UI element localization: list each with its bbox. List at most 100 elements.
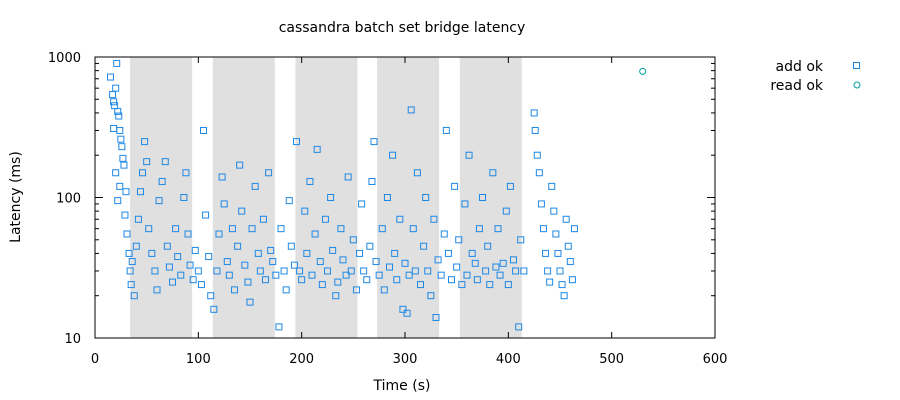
data-point-add-ok — [244, 278, 252, 286]
data-point-add-ok — [378, 225, 386, 233]
data-point-add-ok — [422, 194, 430, 201]
data-point-add-ok — [174, 253, 182, 261]
data-point-add-ok — [308, 271, 316, 279]
data-point-add-ok — [537, 200, 545, 208]
data-point-add-ok — [269, 258, 277, 266]
data-point-add-ok — [218, 173, 226, 181]
data-point-add-ok — [231, 286, 238, 294]
data-point-add-ok — [148, 249, 156, 257]
data-point-add-ok — [337, 225, 345, 233]
x-tick-label: 100 — [186, 352, 211, 367]
data-point-read-ok — [639, 67, 647, 75]
data-point-add-ok — [126, 267, 134, 275]
data-point-add-ok — [489, 169, 497, 177]
data-point-add-ok — [134, 215, 142, 223]
data-point-add-ok — [403, 309, 411, 317]
data-point-add-ok — [494, 225, 502, 233]
data-point-add-ok — [172, 225, 180, 233]
data-point-add-ok — [161, 158, 169, 166]
x-tick-label: 500 — [599, 352, 624, 367]
data-point-add-ok — [113, 59, 121, 67]
data-point-add-ok — [533, 151, 541, 159]
data-point-add-ok — [117, 135, 125, 143]
data-point-add-ok — [413, 169, 421, 177]
data-point-add-ok — [296, 267, 304, 275]
data-point-add-ok — [554, 249, 562, 257]
data-point-add-ok — [430, 215, 438, 223]
data-point-add-ok — [461, 200, 469, 208]
data-point-add-ok — [248, 225, 256, 233]
data-point-add-ok — [386, 263, 393, 271]
data-point-add-ok — [110, 98, 118, 106]
data-point-add-ok — [123, 230, 131, 238]
data-point-add-ok — [321, 215, 329, 223]
data-point-add-ok — [254, 249, 262, 257]
series-add-ok — [107, 59, 578, 331]
data-point-add-ok — [434, 256, 442, 264]
data-point-add-ok — [290, 261, 298, 269]
x-tick-label: 200 — [289, 352, 314, 367]
data-point-add-ok — [475, 225, 483, 233]
data-point-add-ok — [115, 112, 123, 120]
data-point-add-ok — [228, 225, 236, 233]
data-point-add-ok — [114, 107, 122, 115]
data-point-add-ok — [411, 267, 419, 275]
y-tick-label: 100 — [56, 192, 81, 207]
data-point-add-ok — [280, 267, 288, 275]
data-point-add-ok — [122, 188, 130, 196]
data-point-add-ok — [313, 145, 321, 153]
data-point-add-ok — [546, 278, 554, 286]
legend: add ok read ok — [770, 59, 861, 94]
data-point-add-ok — [272, 271, 280, 279]
data-point-add-ok — [153, 286, 161, 294]
legend-marker-add-ok — [853, 62, 860, 69]
data-point-add-ok — [482, 267, 490, 275]
data-point-add-ok — [370, 138, 378, 146]
data-point-add-ok — [356, 249, 364, 257]
shaded-interval — [459, 57, 522, 338]
data-point-add-ok — [352, 286, 360, 294]
data-point-add-ok — [197, 281, 205, 289]
data-point-add-ok — [391, 249, 399, 257]
data-point-add-ok — [120, 161, 128, 169]
data-point-add-ok — [442, 126, 450, 134]
data-point-add-ok — [407, 106, 415, 114]
data-point-add-ok — [366, 242, 374, 250]
data-point-add-ok — [298, 276, 306, 284]
data-point-add-ok — [186, 261, 194, 269]
legend-entry-read-ok: read ok — [770, 78, 861, 94]
y-tick-label: 10 — [64, 332, 81, 347]
data-point-add-ok — [539, 225, 547, 233]
data-point-add-ok — [560, 292, 568, 300]
data-point-add-ok — [141, 138, 149, 146]
data-point-add-ok — [344, 173, 352, 181]
data-point-add-ok — [223, 258, 231, 266]
data-point-add-ok — [566, 258, 574, 266]
data-point-add-ok — [107, 73, 114, 81]
data-point-add-ok — [327, 194, 335, 201]
data-point-add-ok — [399, 305, 407, 313]
legend-marker-read-ok — [853, 81, 861, 89]
legend-entry-add-ok: add ok — [776, 59, 860, 75]
data-point-add-ok — [277, 225, 285, 233]
data-point-add-ok — [169, 278, 176, 286]
data-point-add-ok — [116, 126, 124, 134]
data-point-add-ok — [118, 143, 126, 151]
data-point-add-ok — [401, 259, 409, 267]
data-point-add-ok — [427, 292, 435, 300]
data-point-add-ok — [155, 197, 163, 205]
data-point-add-ok — [570, 225, 578, 233]
data-point-add-ok — [180, 194, 188, 201]
data-point-add-ok — [158, 177, 166, 185]
data-point-add-ok — [125, 249, 133, 257]
data-point-add-ok — [520, 267, 528, 275]
chart-title: cassandra batch set bridge latency — [279, 20, 526, 36]
data-point-add-ok — [502, 207, 510, 215]
data-point-add-ok — [564, 242, 572, 250]
x-axis: 0 100 200 300 400 500 600 — [91, 57, 727, 367]
x-tick-label: 0 — [91, 352, 99, 367]
data-point-add-ok — [329, 246, 337, 254]
data-point-add-ok — [238, 207, 246, 215]
data-point-add-ok — [558, 281, 566, 289]
data-point-add-ok — [458, 281, 466, 289]
